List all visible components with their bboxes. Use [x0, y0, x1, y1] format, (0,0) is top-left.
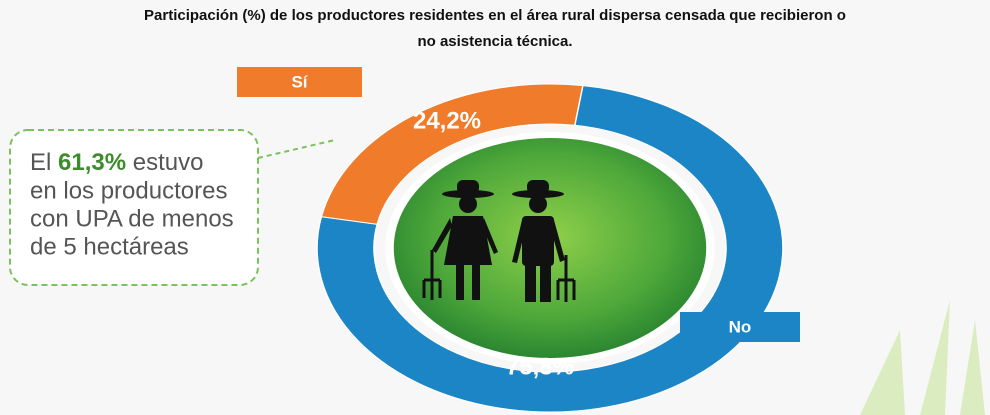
callout-text: de 5 hectáreas	[30, 233, 189, 260]
legend-swatch	[237, 67, 362, 97]
donut	[316, 83, 784, 413]
legend-label: No	[729, 317, 752, 336]
donut-segment	[316, 85, 784, 413]
value-label: 75,8%	[506, 353, 574, 380]
value-label: 24,2%	[413, 107, 481, 134]
grass-decoration	[860, 300, 985, 415]
callout-connector	[257, 139, 336, 159]
callout-text: con UPA de menos	[30, 205, 234, 232]
chart-title: Participación (%) de los productores res…	[144, 7, 846, 24]
callout-box	[9, 129, 259, 286]
callout-text: en los productores	[30, 177, 227, 204]
legend-label: Sí	[291, 72, 308, 91]
chart-title: no asistencia técnica.	[417, 33, 572, 50]
callout-text: El 61,3% estuvo	[30, 149, 203, 176]
legend-swatch	[680, 312, 800, 342]
farmers-icon	[422, 180, 576, 302]
